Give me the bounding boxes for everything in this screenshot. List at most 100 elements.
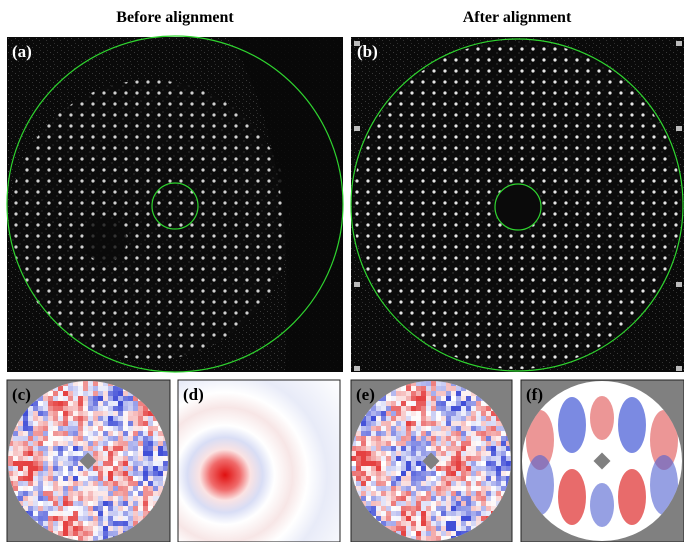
pixel [446,466,451,471]
pixel [446,496,451,501]
pixel [466,401,471,406]
pixel [28,461,33,466]
pixel [138,486,143,491]
pixel [68,386,73,391]
pixel [371,461,376,466]
pixel [73,446,78,451]
pixel [128,481,133,486]
pixel [53,436,58,441]
pixel [506,461,511,466]
pixel [421,501,426,506]
pixel [501,461,506,466]
pixel [83,496,88,501]
pixel [476,401,481,406]
pixel [426,521,431,526]
pixel [436,446,441,451]
pixel [411,491,416,496]
pixel [421,421,426,426]
pixel [128,401,133,406]
pixel [73,396,78,401]
pixel [461,446,466,451]
pixel [381,476,386,481]
pixel [83,416,88,421]
pixel [73,516,78,521]
pixel [446,531,451,536]
pixel [103,496,108,501]
pixel [73,521,78,526]
pixel [63,401,68,406]
pixel [133,401,138,406]
column-title: Before alignment [116,9,234,26]
pixel [63,386,68,391]
pixel [471,466,476,471]
pixel [431,511,436,516]
pixel [78,526,83,531]
pixel [63,496,68,501]
pixel [93,461,98,466]
pixel [103,491,108,496]
pixel [496,426,501,431]
pixel [158,471,163,476]
pixel [23,441,28,446]
pixel [128,516,133,521]
pixel [396,486,401,491]
pixel [461,461,466,466]
pixel [113,496,118,501]
pixel [446,426,451,431]
pixel [391,396,396,401]
pixel [456,421,461,426]
pixel [18,481,23,486]
pixel [58,431,63,436]
pixel [78,396,83,401]
pixel [471,461,476,466]
pixel [491,421,496,426]
pixel [476,476,481,481]
pixel [411,531,416,536]
pixel [53,401,58,406]
pixel [63,431,68,436]
pixel [68,506,73,511]
pixel [53,451,58,456]
pixel [38,411,43,416]
pixel [426,506,431,511]
pixel [396,416,401,421]
pixel [381,411,386,416]
pixel [33,451,38,456]
pixel [461,426,466,431]
pixel [361,481,366,486]
pixel [446,501,451,506]
pixel [401,491,406,496]
pixel [366,451,371,456]
pixel [153,436,158,441]
pixel [88,491,93,496]
pixel [396,431,401,436]
pixel [23,446,28,451]
pixel [133,446,138,451]
pixel [68,496,73,501]
pixel [58,401,63,406]
pixel [461,401,466,406]
pixel [461,416,466,421]
pixel [421,391,426,396]
pixel [23,411,28,416]
pixel [401,431,406,436]
pixel [43,406,48,411]
pixel [143,451,148,456]
pixel [93,466,98,471]
pixel [431,416,436,421]
pixel [446,411,451,416]
pixel [406,451,411,456]
pixel [436,491,441,496]
pixel [123,491,128,496]
pixel [421,521,426,526]
pixel [396,531,401,536]
pixel [93,471,98,476]
pixel [43,481,48,486]
pixel [18,461,23,466]
pixel [411,461,416,466]
pixel [58,421,63,426]
pixel [406,521,411,526]
pixel [401,401,406,406]
pixel [98,451,103,456]
pixel [138,426,143,431]
